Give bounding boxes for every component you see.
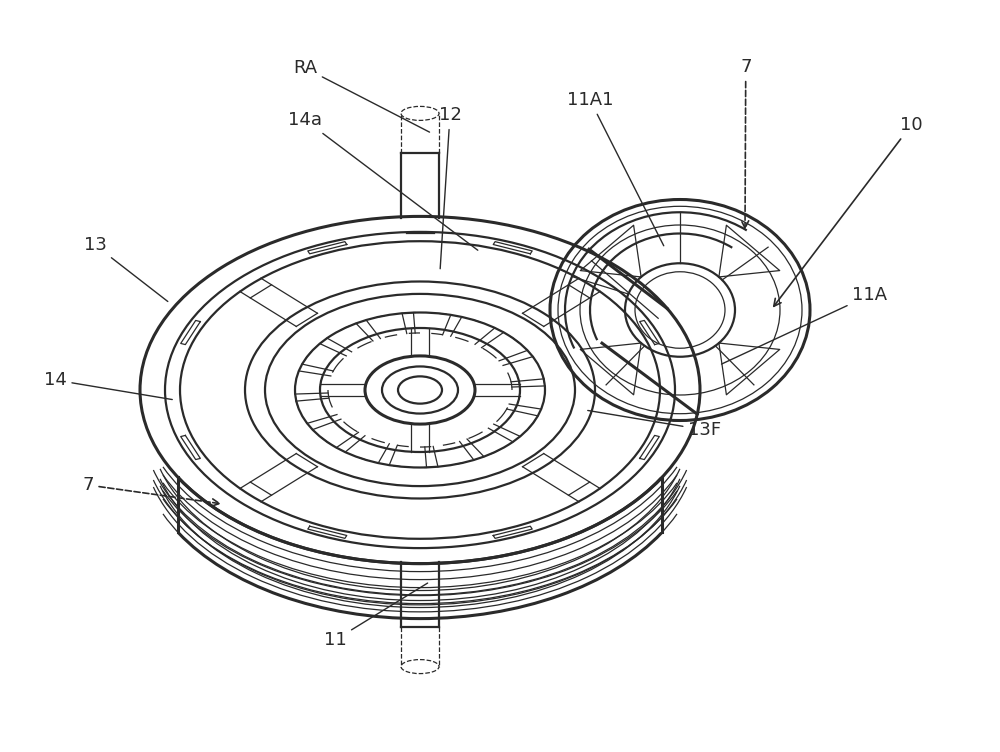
Text: 13: 13 (84, 236, 168, 302)
Text: 11A: 11A (722, 286, 888, 364)
Text: 13F: 13F (588, 411, 722, 439)
Text: 11: 11 (324, 583, 428, 649)
Text: 7: 7 (740, 58, 752, 228)
Text: 12: 12 (439, 106, 461, 268)
Ellipse shape (140, 217, 700, 563)
Text: RA: RA (293, 59, 430, 132)
Text: 11A1: 11A1 (567, 91, 664, 246)
Text: 10: 10 (774, 116, 923, 306)
Ellipse shape (550, 199, 810, 420)
Text: 7: 7 (82, 476, 219, 506)
Text: 14: 14 (44, 371, 172, 399)
Text: 14a: 14a (288, 111, 478, 250)
